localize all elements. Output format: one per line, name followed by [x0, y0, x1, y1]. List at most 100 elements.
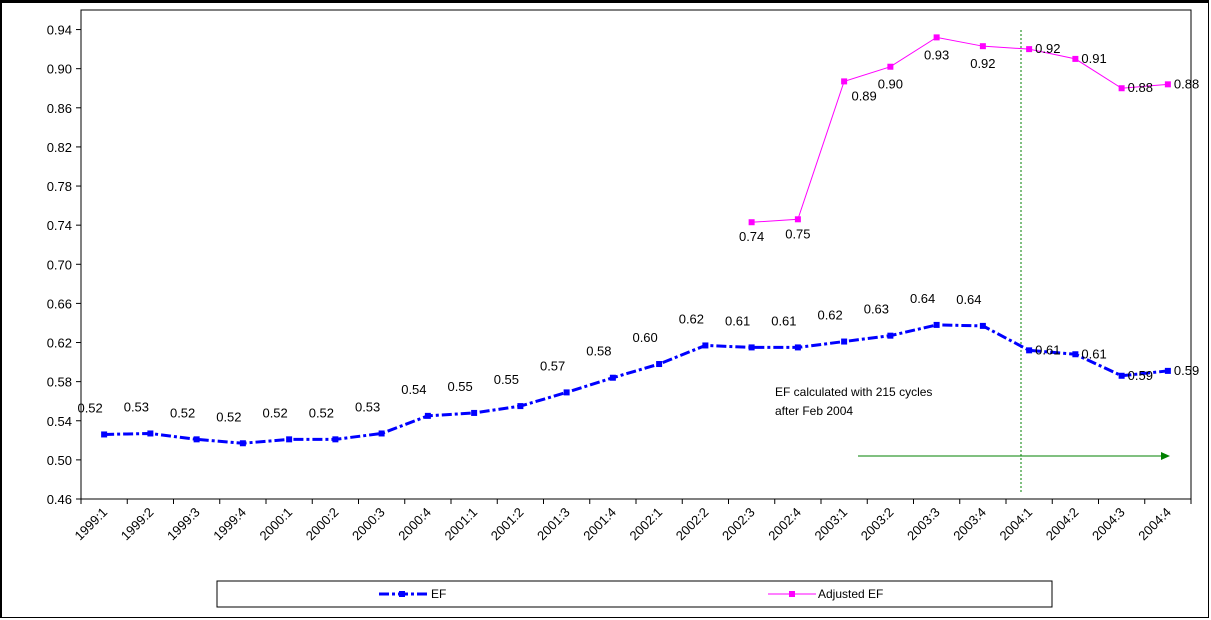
ef-point	[239, 440, 246, 447]
x-tick-label: 2000:3	[349, 505, 388, 544]
y-tick-label: 0.70	[47, 257, 72, 272]
ef-point	[1118, 372, 1125, 379]
ef-point	[563, 389, 570, 396]
legend-ef-marker	[399, 591, 405, 597]
plot-area	[80, 9, 1192, 500]
ef-point	[193, 436, 200, 443]
ef-point	[702, 342, 709, 349]
adjusted-ef-point	[979, 43, 986, 50]
x-tick-label: 2004:2	[1043, 505, 1082, 544]
adjusted-ef-point	[1026, 46, 1033, 53]
y-tick-label: 0.86	[47, 101, 72, 116]
adjusted-ef-line	[751, 36, 1168, 223]
ef-data-label: 0.59	[1128, 368, 1153, 383]
data-labels: 0.52 0.53 0.52 0.52 0.52 0.52 0.53 0.54 0.55 0.55…	[77, 41, 1199, 424]
ef-data-label: 0.62	[817, 308, 842, 323]
x-axis: 1999:1 1999:2 1999:3 1999:4 2000:1 2000:2 2000…	[72, 499, 1192, 544]
x-tick-label: 2004:4	[1135, 505, 1174, 544]
ef-line	[104, 323, 1169, 445]
x-tick-label: 1999:1	[72, 505, 111, 544]
adjusted-ef-point	[841, 78, 848, 85]
y-tick-label: 0.50	[47, 453, 72, 468]
ef-data-label: 0.64	[910, 291, 935, 306]
ef-data-label: 0.62	[679, 311, 704, 326]
adjusted-ef-point	[1164, 81, 1171, 88]
ef-point	[378, 430, 385, 437]
adjusted-ef-data-label: 0.88	[1174, 76, 1199, 91]
x-tick-label: 2004:1	[997, 505, 1036, 544]
legend-box	[216, 580, 1053, 608]
ef-point	[609, 374, 616, 381]
y-tick-label: 0.74	[47, 218, 72, 233]
ef-point	[748, 344, 755, 351]
x-tick-label: 2001:2	[488, 505, 527, 544]
ef-data-label: 0.60	[632, 330, 657, 345]
adjusted-ef-data-label: 0.93	[924, 47, 949, 62]
adjusted-ef-data-label: 0.92	[970, 56, 995, 71]
ef-data-label: 0.52	[262, 405, 287, 420]
x-tick-label: 2002:2	[673, 505, 712, 544]
x-tick-label: 2003:4	[950, 505, 989, 544]
adjusted-ef-point	[748, 219, 755, 226]
annotation-text-line2: after Feb 2004	[775, 404, 853, 418]
annotation-text-line1: EF calculated with 215 cycles	[775, 385, 932, 399]
x-tick-label: 2002:1	[627, 505, 666, 544]
ef-data-label: 0.61	[1035, 342, 1060, 357]
x-tick-label: 2002:3	[719, 505, 758, 544]
ef-data-label: 0.58	[586, 344, 611, 359]
y-tick-label: 0.46	[47, 492, 72, 507]
y-axis: 0.46 0.50 0.54 0.58 0.62 0.66 0.70 0.74 0.78 0.82…	[47, 23, 81, 507]
adjusted-ef-point	[1072, 55, 1079, 62]
adjusted-ef-data-label: 0.74	[739, 229, 764, 244]
x-tick-label: 2001:1	[442, 505, 481, 544]
ef-point	[1026, 347, 1033, 354]
ef-point	[101, 431, 108, 438]
adjusted-ef-point	[887, 63, 894, 70]
ef-data-label: 0.55	[447, 379, 472, 394]
ef-data-label: 0.61	[1081, 346, 1106, 361]
ef-point	[1164, 367, 1171, 374]
ef-data-label: 0.52	[216, 409, 241, 424]
legend-ef-label: EF	[431, 587, 446, 601]
ef-data-label: 0.64	[956, 292, 981, 307]
adjusted-ef-data-label: 0.88	[1128, 80, 1153, 95]
x-tick-label: 2001:3	[534, 505, 573, 544]
x-tick-label: 2000:1	[257, 505, 296, 544]
x-tick-label: 2002:4	[765, 505, 804, 544]
adjusted-ef-point	[794, 216, 801, 223]
ef-point	[887, 332, 894, 339]
x-tick-label: 1999:3	[164, 505, 203, 544]
ef-point	[471, 409, 478, 416]
x-tick-label: 2000:4	[395, 505, 434, 544]
y-tick-label: 0.58	[47, 375, 72, 390]
ef-data-label: 0.54	[401, 382, 426, 397]
y-tick-label: 0.66	[47, 296, 72, 311]
ef-data-label: 0.61	[725, 313, 750, 328]
x-tick-label: 2003:2	[858, 505, 897, 544]
ef-data-label: 0.53	[355, 399, 380, 414]
ef-point	[656, 361, 663, 368]
ef-point	[794, 344, 801, 351]
y-tick-label: 0.54	[47, 414, 72, 429]
ef-data-label: 0.52	[170, 405, 195, 420]
ef-data-label: 0.63	[864, 302, 889, 317]
x-tick-label: 2003:1	[812, 505, 851, 544]
adjusted-ef-data-label: 0.90	[878, 77, 903, 92]
x-tick-label: 2000:2	[303, 505, 342, 544]
adjusted-ef-point	[1118, 85, 1125, 92]
adjusted-ef-data-label: 0.75	[785, 226, 810, 241]
ef-data-label: 0.52	[77, 400, 102, 415]
x-tick-label: 1999:4	[210, 505, 249, 544]
legend-adjusted-ef-marker	[789, 591, 795, 597]
ef-point	[841, 338, 848, 345]
legend-adjusted-ef-label: Adjusted EF	[818, 587, 883, 601]
x-tick-label: 2004:3	[1089, 505, 1128, 544]
ef-point	[1072, 351, 1079, 358]
ef-data-label: 0.55	[494, 372, 519, 387]
ef-point	[332, 436, 339, 443]
x-tick-label: 2001:4	[580, 505, 619, 544]
ef-point	[979, 322, 986, 329]
ef-point	[147, 430, 154, 437]
adjusted-ef-data-label: 0.92	[1035, 41, 1060, 56]
